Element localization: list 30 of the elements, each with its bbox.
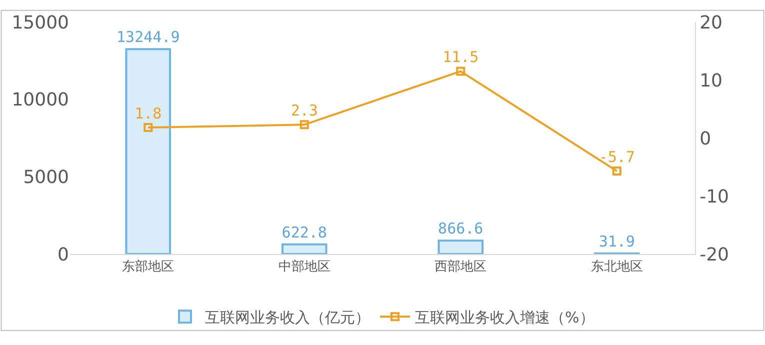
point <box>456 66 466 76</box>
point <box>300 120 309 130</box>
y-tick-label: 5000 <box>23 166 69 188</box>
data-label: 31.9 <box>598 232 635 251</box>
y2-tick-label: 20 <box>700 12 723 34</box>
data-label: 2.3 <box>290 102 318 120</box>
data-label: 622.8 <box>282 223 327 242</box>
bar <box>282 243 328 254</box>
data-label: 11.5 <box>442 48 479 66</box>
data-label: -5.7 <box>598 148 635 166</box>
y-tick-label: 15000 <box>12 12 69 34</box>
legend-label: 互联网业务收入（亿元） <box>205 308 370 326</box>
point <box>144 123 153 132</box>
x-tick-label: 中部地区 <box>278 260 330 275</box>
data-label: 866.6 <box>438 220 484 238</box>
y-tick-label: 10000 <box>12 90 69 111</box>
data-label: 13244.9 <box>116 28 180 46</box>
x-tick-label: 东部地区 <box>122 260 174 275</box>
y2-tick-label: 10 <box>700 70 723 92</box>
bar <box>438 240 484 254</box>
legend-label: 互联网业务收入增速（%） <box>415 308 594 326</box>
y2-tick-label: -10 <box>700 186 730 208</box>
data-label: 1.8 <box>134 104 162 122</box>
y-tick-label: 0 <box>58 244 69 266</box>
x-tick-label: 东北地区 <box>590 260 643 275</box>
bar <box>125 48 171 254</box>
point <box>612 166 622 176</box>
x-tick-label: 西部地区 <box>434 260 487 275</box>
y2-tick-label: -20 <box>700 244 730 266</box>
y2-tick-label: 0 <box>700 128 712 150</box>
